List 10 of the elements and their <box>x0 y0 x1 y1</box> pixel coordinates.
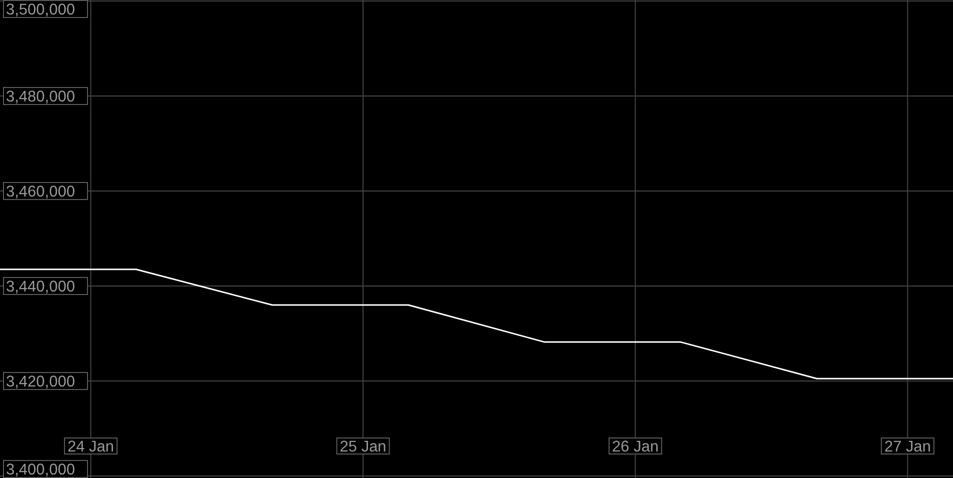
x-tick-label: 26 Jan <box>612 438 659 456</box>
y-tick-label: 3,460,000 <box>6 184 76 200</box>
x-tick-label: 27 Jan <box>884 438 931 456</box>
y-tick-label: 3,400,000 <box>6 462 76 478</box>
y-tick-label: 3,480,000 <box>6 88 76 106</box>
x-tick-label: 25 Jan <box>340 438 386 456</box>
x-tick-label: 24 Jan <box>67 438 114 456</box>
y-tick-label: 3,440,000 <box>6 278 76 296</box>
y-tick-label: 3,420,000 <box>6 374 76 390</box>
y-tick-label: 3,500,000 <box>6 2 76 18</box>
